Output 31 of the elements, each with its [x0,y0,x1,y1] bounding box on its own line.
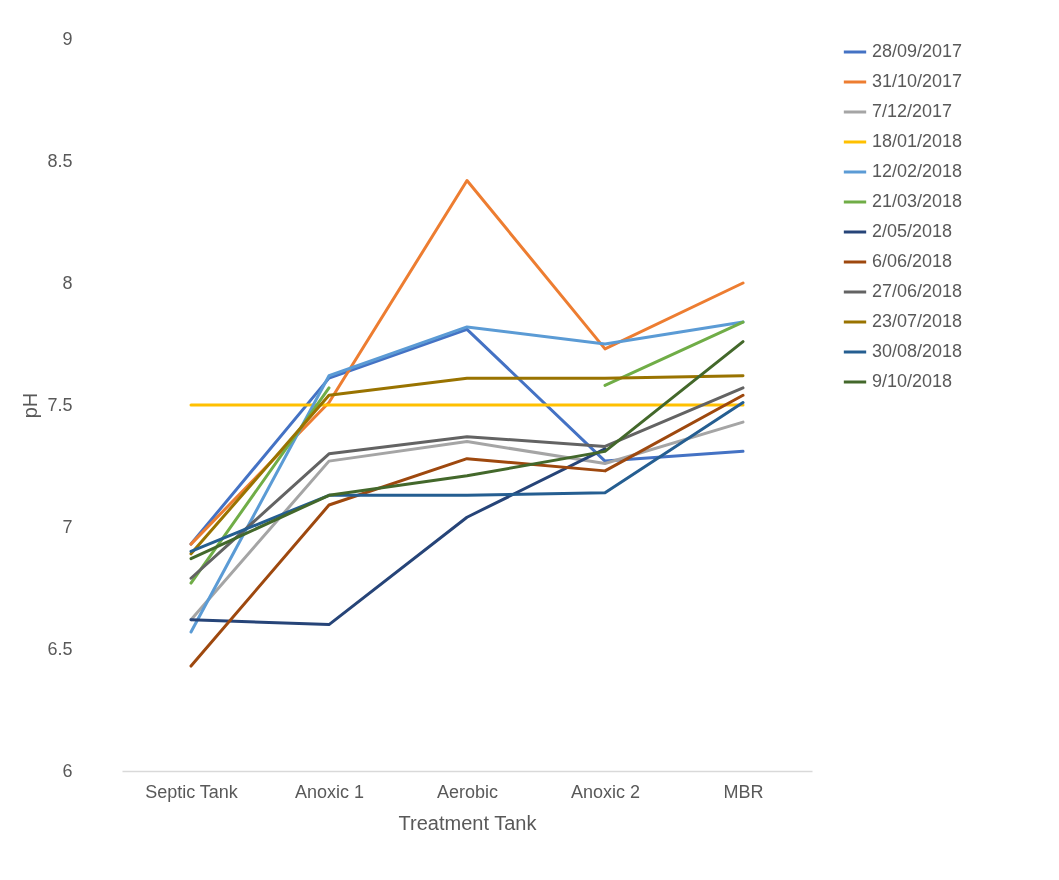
legend-label: 27/06/2018 [872,281,963,301]
x-axis-title: Treatment Tank [398,811,538,834]
line-series [189,447,607,627]
legend-label: 2/05/2018 [872,221,953,241]
x-tick-label: MBR [723,781,764,802]
x-tick-label: Aerobic [436,781,499,802]
line-series [189,393,745,668]
line-series [189,401,745,553]
line-series [189,386,745,580]
legend-label: 12/02/2018 [872,161,963,181]
legend-label: 21/03/2018 [872,191,963,211]
line-series [189,374,745,556]
y-tick-label: 8 [62,272,73,293]
x-tick-label: Anoxic 2 [570,781,641,802]
legend-label: 6/06/2018 [872,251,953,271]
x-tick-label: Anoxic 1 [294,781,365,802]
x-tick-label: Septic Tank [145,781,239,802]
y-tick-label: 7.5 [47,394,73,415]
legend-label: 23/07/2018 [872,311,963,331]
legend-label: 9/10/2018 [872,371,953,391]
legend-label: 31/10/2017 [872,71,963,91]
legend-label: 7/12/2017 [872,101,953,121]
y-tick-label: 6 [62,760,73,781]
y-tick-label: 7 [62,516,73,537]
y-tick-label: 6.5 [47,638,73,659]
legend-label: 30/08/2018 [872,341,963,361]
y-tick-label: 8.5 [47,150,73,171]
legend-label: 18/01/2018 [872,131,963,151]
y-tick-label: 9 [62,28,73,49]
legend-label: 28/09/2017 [872,41,963,61]
y-axis-title: pH [19,392,42,419]
